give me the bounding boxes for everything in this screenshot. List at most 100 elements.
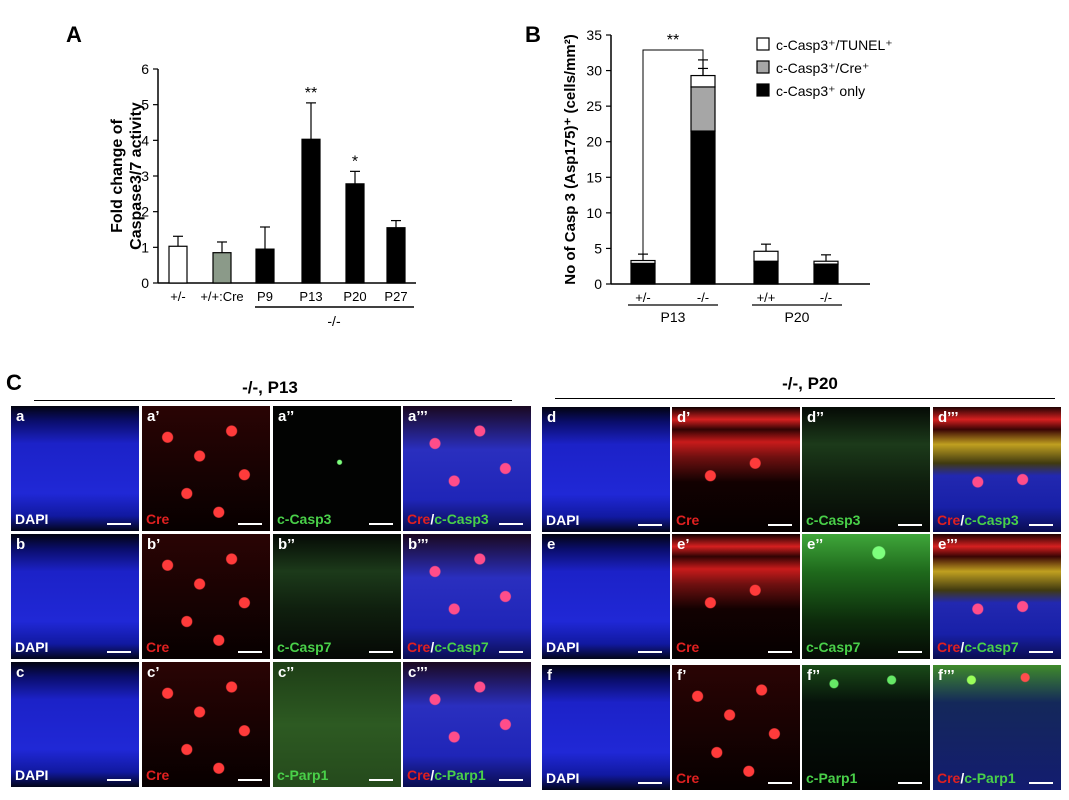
tile-channel-label: DAPI bbox=[15, 767, 49, 783]
scale-bar bbox=[1029, 782, 1053, 784]
x-tick-label-a-3: P13 bbox=[299, 289, 322, 304]
y-tick-label-b-1: 5 bbox=[594, 240, 602, 256]
tile-panel-label: d’ bbox=[677, 409, 691, 426]
scale-bar bbox=[369, 779, 393, 781]
scale-bar bbox=[638, 651, 662, 653]
tile-panel-label: a bbox=[16, 408, 25, 425]
merge-red-label: Cre bbox=[407, 767, 431, 783]
micrograph-tile-f: f DAPI bbox=[541, 664, 671, 791]
group-label-b-0: P13 bbox=[661, 309, 686, 325]
tile-channel-label: Cre/c-Casp3 bbox=[407, 511, 489, 527]
tile-panel-label: d’’’ bbox=[938, 409, 959, 426]
scale-bar bbox=[499, 651, 523, 653]
scale-bar bbox=[369, 523, 393, 525]
bar-b-1-s1 bbox=[690, 86, 716, 132]
tile-panel-label: c bbox=[16, 664, 25, 681]
tile-panel-label: f’’ bbox=[807, 667, 821, 684]
micrograph-tile-c1: c’ Cre bbox=[141, 661, 271, 788]
bar-b-2-s2 bbox=[753, 250, 779, 262]
tile-channel-label: DAPI bbox=[15, 511, 49, 527]
sig-a-3: ** bbox=[305, 85, 317, 102]
y-label-a-line2: Caspase3/7 activity bbox=[128, 102, 145, 250]
tile-panel-label: e’’ bbox=[807, 536, 824, 553]
micrograph-tile-e1: e’ Cre bbox=[671, 533, 801, 660]
y-tick-label-a-2: 2 bbox=[141, 204, 149, 220]
bar-a-1 bbox=[212, 252, 232, 284]
legend-label-b-2: c-Casp3⁺ only bbox=[776, 83, 865, 99]
tile-panel-label: c’’’ bbox=[408, 664, 428, 681]
tile-panel-label: d bbox=[547, 409, 557, 426]
merge-separator: / bbox=[960, 770, 965, 786]
tile-panel-label: e’’’ bbox=[938, 536, 958, 553]
merge-separator: / bbox=[430, 511, 435, 527]
tile-panel-label: a’ bbox=[147, 408, 160, 425]
micrograph-tile-f2: f’’ c-Parp1 bbox=[801, 664, 931, 791]
merge-green-label: c-Casp7 bbox=[434, 639, 489, 655]
tile-channel-label: c-Casp7 bbox=[277, 639, 332, 655]
x-tick-label-b-1: -/- bbox=[697, 290, 709, 305]
legend-swatch-b-2 bbox=[756, 83, 770, 97]
y-label-a-line1: Fold change of bbox=[109, 118, 126, 232]
bar-b-2-s0 bbox=[753, 260, 779, 285]
scale-bar bbox=[1029, 524, 1053, 526]
panel-a-letter: A bbox=[66, 22, 82, 47]
tile-channel-label: Cre/c-Casp7 bbox=[937, 639, 1019, 655]
tile-panel-label: d’’ bbox=[807, 409, 824, 426]
micrograph-tile-d: d DAPI bbox=[541, 406, 671, 533]
panel-b-letter: B bbox=[525, 22, 541, 47]
merge-separator: / bbox=[960, 639, 965, 655]
group-label-b-1: P20 bbox=[785, 309, 810, 325]
micrograph-tile-b3: b’’’ Cre/c-Casp7 bbox=[402, 533, 532, 660]
merge-separator: / bbox=[430, 767, 435, 783]
group-label-a: -/- bbox=[327, 313, 341, 329]
micrograph-tile-f3: f’’’ Cre/c-Parp1 bbox=[932, 664, 1062, 791]
tile-channel-label: Cre/c-Casp7 bbox=[407, 639, 489, 655]
tile-channel-label: DAPI bbox=[546, 639, 580, 655]
micrograph-tile-f1: f’ Cre bbox=[671, 664, 801, 791]
y-tick-label-a-0: 0 bbox=[141, 275, 149, 291]
x-tick-label-a-4: P20 bbox=[343, 289, 366, 304]
bar-a-0 bbox=[168, 245, 188, 284]
scale-bar bbox=[768, 524, 792, 526]
legend-label-b-0: c-Casp3⁺/TUNEL⁺ bbox=[776, 37, 893, 53]
tile-channel-label: Cre bbox=[146, 767, 170, 783]
bar-a-2 bbox=[255, 248, 275, 284]
scale-bar bbox=[499, 779, 523, 781]
merge-red-label: Cre bbox=[937, 770, 961, 786]
merge-green-label: c-Parp1 bbox=[964, 770, 1016, 786]
tile-channel-label: c-Casp7 bbox=[806, 639, 861, 655]
tile-panel-label: b’’ bbox=[278, 536, 295, 553]
micrograph-tile-a: a DAPI bbox=[10, 405, 140, 532]
y-tick-label-b-3: 15 bbox=[586, 169, 602, 185]
tile-channel-label: Cre bbox=[676, 770, 700, 786]
bar-a-5 bbox=[386, 227, 406, 284]
bar-b-1-s2 bbox=[690, 74, 716, 88]
micrograph-tile-a1: a’ Cre bbox=[141, 405, 271, 532]
sig-bracket-label-b: ** bbox=[667, 32, 679, 49]
tile-panel-label: b’ bbox=[147, 536, 161, 553]
bar-b-1-s0 bbox=[690, 130, 716, 285]
y-tick-label-b-5: 25 bbox=[586, 98, 602, 114]
micrograph-tile-d1: d’ Cre bbox=[671, 406, 801, 533]
legend-swatch-b-1 bbox=[756, 60, 770, 74]
bar-b-0-s0 bbox=[630, 262, 656, 285]
x-tick-label-a-5: P27 bbox=[384, 289, 407, 304]
tile-panel-label: f’ bbox=[677, 667, 687, 684]
tile-panel-label: a’’ bbox=[278, 408, 295, 425]
merge-red-label: Cre bbox=[937, 639, 961, 655]
y-tick-label-b-7: 35 bbox=[586, 27, 602, 43]
group-line-p20 bbox=[555, 398, 1055, 399]
tile-channel-label: Cre/c-Casp3 bbox=[937, 512, 1019, 528]
scale-bar bbox=[768, 782, 792, 784]
merge-green-label: c-Casp7 bbox=[964, 639, 1019, 655]
merge-green-label: c-Parp1 bbox=[434, 767, 486, 783]
micrograph-tile-e: e DAPI bbox=[541, 533, 671, 660]
scale-bar bbox=[898, 651, 922, 653]
tile-channel-label: c-Casp3 bbox=[277, 511, 332, 527]
tile-panel-label: a’’’ bbox=[408, 408, 428, 425]
panel-c-letter: C bbox=[6, 370, 22, 395]
scale-bar bbox=[107, 651, 131, 653]
scale-bar bbox=[238, 523, 262, 525]
tile-channel-label: DAPI bbox=[546, 770, 580, 786]
merge-green-label: c-Casp3 bbox=[964, 512, 1019, 528]
